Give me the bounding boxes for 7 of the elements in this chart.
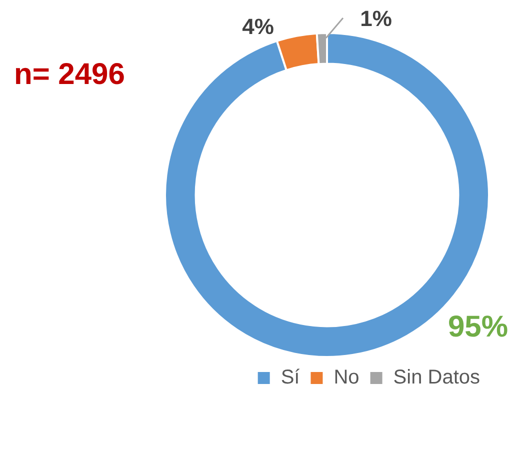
text: n= 2496 <box>14 58 125 92</box>
legend-label: No <box>334 366 360 389</box>
legend-label: Sí <box>280 366 300 389</box>
data-label: 1% <box>360 6 392 32</box>
legend-label: Sin Datos <box>393 366 480 389</box>
data-label: 4% <box>242 14 274 40</box>
data-label: 95% <box>448 310 508 344</box>
